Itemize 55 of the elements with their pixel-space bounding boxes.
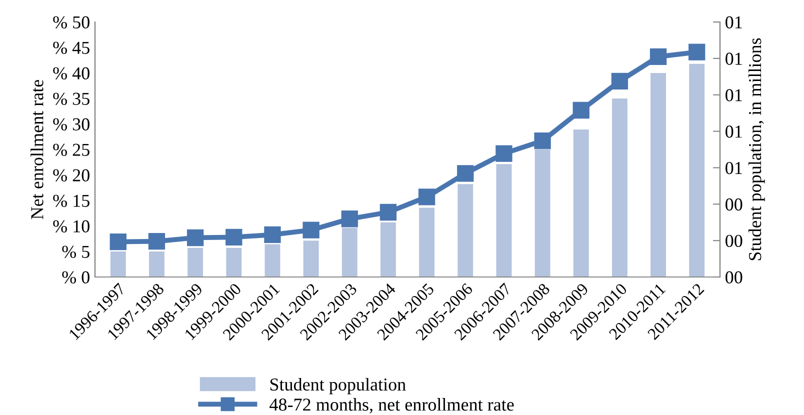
point xyxy=(418,188,436,206)
y-tick-label: % 5 xyxy=(62,246,90,258)
point xyxy=(110,233,126,250)
y2-tick-label: 01 xyxy=(726,162,742,174)
point xyxy=(611,72,628,90)
point xyxy=(341,210,358,228)
y2-axis-title: Student population, in millions xyxy=(748,38,765,260)
bar xyxy=(650,73,666,277)
y-tick-label: % 20 xyxy=(53,169,90,182)
bar xyxy=(496,164,512,277)
y2-tick-label: 00 xyxy=(726,234,742,248)
y-tick-label: % 45 xyxy=(53,42,90,54)
bar xyxy=(226,248,242,277)
point xyxy=(186,229,204,246)
y-tick-label: % 0 xyxy=(62,271,90,284)
bar xyxy=(110,252,126,277)
bar xyxy=(612,98,628,277)
bar xyxy=(534,150,550,277)
y-tick-label: % 35 xyxy=(53,92,90,105)
point xyxy=(572,102,590,119)
bar xyxy=(303,240,319,277)
bar xyxy=(149,252,164,277)
bar xyxy=(342,228,358,277)
point xyxy=(650,48,667,66)
bar xyxy=(419,208,435,277)
bar xyxy=(689,64,705,277)
legend-label: Student population xyxy=(270,378,406,394)
point xyxy=(457,165,474,182)
legend-label: 48-72 months, net enrollment rate xyxy=(270,398,514,414)
point xyxy=(226,228,242,246)
y2-tick-label: 01 xyxy=(726,89,742,102)
y2-tick-label: 01 xyxy=(726,52,742,65)
y-tick-label: % 15 xyxy=(53,194,90,207)
y-tick-label: % 10 xyxy=(53,220,90,232)
y2-tick-label: 01 xyxy=(726,16,742,28)
y2-tick-label: 01 xyxy=(726,126,742,138)
point xyxy=(534,132,551,150)
point xyxy=(380,204,397,221)
y-tick-label: % 50 xyxy=(53,16,90,28)
y2-tick-label: 00 xyxy=(726,198,742,211)
point xyxy=(688,44,706,60)
y-tick-label: % 30 xyxy=(53,118,90,130)
bar xyxy=(458,184,474,277)
y-tick-label: % 25 xyxy=(53,144,90,156)
point xyxy=(264,226,281,244)
point xyxy=(148,232,166,250)
y-tick-label: % 40 xyxy=(53,67,90,80)
bar xyxy=(188,248,204,277)
y2-tick-label: 00 xyxy=(726,271,742,284)
point xyxy=(496,145,512,162)
point xyxy=(302,222,320,238)
bar xyxy=(264,244,280,277)
y-axis-title: Net enrollment rate xyxy=(30,80,44,220)
bar xyxy=(380,222,396,277)
bar xyxy=(573,129,589,277)
